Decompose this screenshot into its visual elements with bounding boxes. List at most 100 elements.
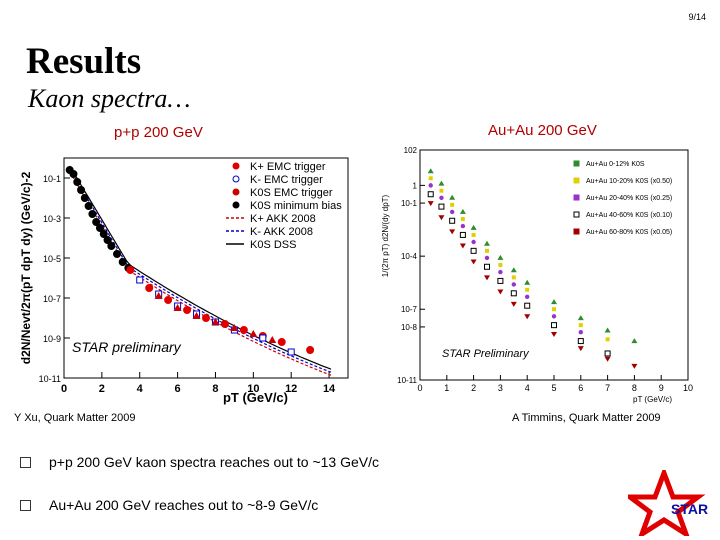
auau-x-tick-label: 4 <box>525 383 530 393</box>
auau-data-point <box>427 168 434 174</box>
pp-data-point <box>220 320 229 328</box>
pp-legend-label: K0S minimum bias <box>250 200 342 212</box>
bullet-item: Au+Au 200 GeV reaches out to ~8-9 GeV/c <box>20 497 318 513</box>
auau-data-point <box>551 332 557 337</box>
auau-data-point <box>511 275 516 280</box>
auau-data-point <box>498 263 503 267</box>
pp-legend-marker <box>232 201 240 209</box>
pp-data-point <box>230 324 239 331</box>
auau-data-point <box>459 243 466 249</box>
auau-x-tick-label: 6 <box>578 383 583 393</box>
auau-legend-label: Au+Au 10-20% K0S (x0.50) <box>586 178 672 185</box>
pp-x-tick-label: 6 <box>175 383 181 395</box>
pp-data-point <box>259 334 267 342</box>
pp-y-tick-label: 10-5 <box>43 254 61 264</box>
pp-data-point <box>126 266 135 274</box>
auau-data-point <box>604 350 611 357</box>
auau-data-point <box>510 267 517 273</box>
pp-x-tick-label: 8 <box>212 383 218 395</box>
pp-data-point <box>154 292 163 299</box>
auau-x-tick-label: 1 <box>444 383 449 393</box>
pp-data-point <box>192 312 201 319</box>
auau-data-point <box>450 202 455 207</box>
pp-legend-marker <box>232 162 240 170</box>
auau-y-tick-label: 1 <box>413 181 418 190</box>
pp-data-point <box>239 326 248 334</box>
pp-data-point <box>92 218 101 226</box>
pp-data-point <box>268 336 277 343</box>
bullet-square-icon <box>20 456 31 468</box>
auau-legend-marker <box>573 228 580 235</box>
pp-x-tick-label: 2 <box>99 383 105 395</box>
auau-data-point <box>471 239 476 245</box>
pp-data-point <box>84 202 93 210</box>
auau-data-point <box>578 330 583 335</box>
pp-legend-marker <box>232 188 240 196</box>
auau-data-point <box>497 277 504 284</box>
pp-data-point <box>145 284 154 292</box>
auau-preliminary-label: STAR Preliminary <box>442 348 530 360</box>
bullet-item: p+p 200 GeV kaon spectra reaches out to … <box>20 454 379 470</box>
auau-x-tick-label: 10 <box>683 383 693 393</box>
auau-data-point <box>631 363 638 369</box>
auau-data-point <box>449 229 456 235</box>
pp-kaon-spectra-chart: 0 2 4 6 8 10 12 14 10-11 10-9 10-7 10-5 10-3 10-1 STA… <box>19 157 349 405</box>
auau-data-point <box>439 195 444 200</box>
auau-data-point <box>577 315 584 321</box>
right-citation: A Timmins, Quark Matter 2009 <box>512 412 661 424</box>
auau-data-point <box>449 194 456 200</box>
auau-x-tick-label: 0 <box>417 383 422 393</box>
pp-data-point <box>173 304 182 311</box>
pp-legend-label: K0S DSS <box>250 239 296 251</box>
pp-y-tick-label: 10-3 <box>43 214 61 224</box>
auau-data-point <box>551 322 557 329</box>
auau-legend-marker <box>573 160 580 167</box>
auau-legend-marker <box>573 194 580 201</box>
bullet-text: p+p 200 GeV kaon spectra reaches out to … <box>49 454 379 470</box>
pp-legend-label: K+ AKK 2008 <box>250 213 316 225</box>
auau-data-point <box>485 248 489 253</box>
auau-plot-frame <box>419 149 689 381</box>
auau-y-axis-label: 1/(2π pT) d2N/(dy dpT) <box>381 194 390 277</box>
auau-data-point <box>427 201 434 207</box>
auau-data-point <box>577 346 584 352</box>
pp-data-point <box>88 210 97 218</box>
auau-data-point <box>525 287 530 292</box>
auau-data-point <box>524 314 531 320</box>
auau-y-tick-label: 10-4 <box>401 252 418 261</box>
pp-theory-curve <box>69 171 332 376</box>
auau-data-point <box>524 279 531 285</box>
auau-x-tick-label: 5 <box>551 383 556 393</box>
pp-data-point <box>164 296 173 304</box>
pp-legend-label: K- AKK 2008 <box>250 226 313 238</box>
auau-data-point <box>631 338 638 344</box>
pp-data-point <box>277 338 286 346</box>
slide-title: Results <box>26 41 142 82</box>
auau-data-point <box>511 282 516 287</box>
pp-legend-marker <box>232 175 240 183</box>
pp-data-point <box>211 318 220 325</box>
page-number: 9/14 <box>688 12 706 22</box>
pp-data-point <box>107 242 116 250</box>
star-logo: STAR <box>628 470 708 536</box>
slide-subtitle: Kaon spectra… <box>28 84 191 113</box>
pp-y-tick-label: 10-11 <box>39 374 61 384</box>
auau-legend-label: Au+Au 20-40% K0S (x0.25) <box>586 195 672 202</box>
pp-data-point <box>183 306 192 314</box>
pp-theory-curve <box>69 165 332 370</box>
pp-data-point <box>113 250 122 258</box>
auau-data-point <box>524 302 531 309</box>
pp-x-tick-label: 4 <box>137 383 144 395</box>
auau-x-tick-label: 8 <box>632 383 637 393</box>
auau-data-point <box>484 240 490 246</box>
auau-y-tick-label: 10-7 <box>401 305 418 314</box>
auau-x-tick-label: 2 <box>471 383 476 393</box>
auau-data-point <box>525 294 530 300</box>
pp-data-point <box>103 236 112 244</box>
pp-x-tick-label: 12 <box>285 383 297 395</box>
auau-data-point <box>459 208 466 214</box>
auau-x-tick-label: 3 <box>498 383 503 393</box>
pp-data-point <box>136 276 144 284</box>
pp-x-tick-label: 0 <box>61 383 67 395</box>
